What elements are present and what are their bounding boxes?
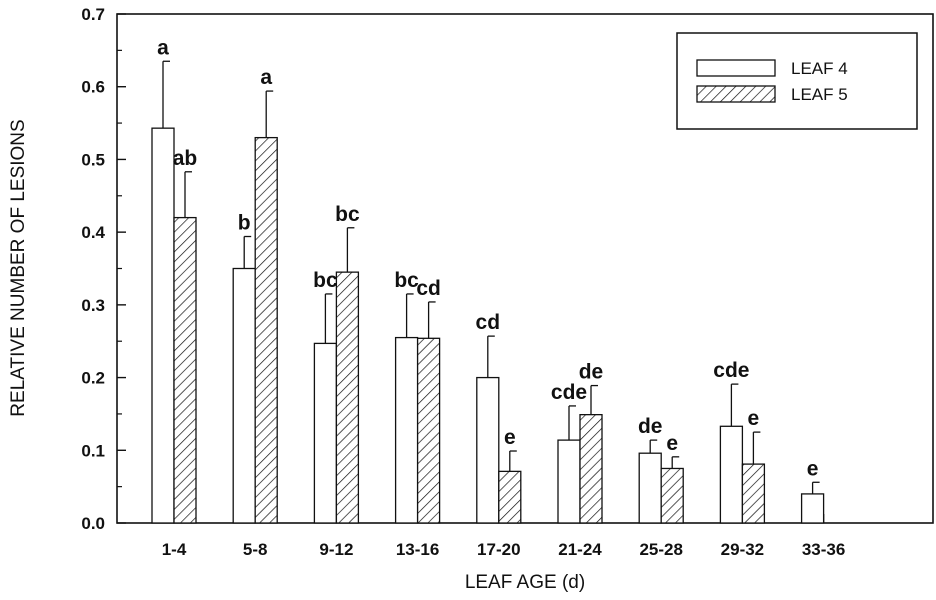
- significance-label: e: [748, 407, 760, 430]
- significance-label: e: [504, 426, 516, 449]
- legend-label-leaf-4: LEAF 4: [791, 59, 848, 78]
- bars-group: [151, 127, 825, 524]
- bar-leaf-5: [660, 467, 684, 524]
- y-axis: 0.0 0.1 0.2 0.3 0.4 0.5 0.6 0.7: [81, 5, 126, 533]
- x-tick-label: 25-28: [639, 540, 682, 559]
- bar-leaf-4: [557, 439, 581, 524]
- y-tick-label: 0.7: [81, 5, 105, 24]
- bar-leaf-4: [638, 452, 662, 524]
- y-tick-label: 0.5: [81, 150, 105, 169]
- x-axis: 1-4 5-8 9-12 13-16 17-20 21-24 25-28 29-32 33-36: [162, 514, 845, 559]
- bar-leaf-4: [394, 336, 419, 524]
- significance-label: cde: [551, 381, 587, 404]
- significance-label: b: [238, 212, 251, 235]
- significance-label: cd: [416, 277, 441, 300]
- significance-label: a: [260, 66, 272, 89]
- legend-swatch-leaf-5: [696, 85, 776, 103]
- significance-label: de: [579, 361, 604, 384]
- significance-label: bc: [335, 203, 360, 226]
- y-tick-label: 0.1: [81, 441, 105, 460]
- significance-label: bc: [394, 269, 419, 292]
- significance-label: cd: [476, 311, 501, 334]
- y-tick-label: 0.4: [81, 223, 105, 242]
- y-tick-label: 0.3: [81, 296, 105, 315]
- bar-leaf-5: [254, 136, 278, 524]
- legend-box: [676, 32, 918, 130]
- x-tick-label: 29-32: [721, 540, 764, 559]
- significance-label: bc: [313, 269, 338, 292]
- bar-leaf-4: [719, 425, 744, 524]
- x-tick-label: 13-16: [396, 540, 439, 559]
- legend-swatch-leaf-4: [696, 59, 776, 77]
- significance-label: cde: [713, 359, 749, 382]
- error-bars-group: [162, 60, 820, 494]
- bar-leaf-5: [741, 463, 766, 524]
- y-axis-title: RELATIVE NUMBER OF LESIONS: [8, 119, 29, 416]
- bar-leaf-4: [151, 127, 175, 524]
- x-tick-label: 21-24: [558, 540, 602, 559]
- legend-label-leaf-5: LEAF 5: [791, 85, 848, 104]
- significance-label: e: [666, 432, 678, 455]
- y-tick-label: 0.6: [81, 78, 105, 97]
- y-tick-label: 0.0: [81, 514, 105, 533]
- x-tick-label: 5-8: [243, 540, 268, 559]
- x-tick-label: 9-12: [319, 540, 353, 559]
- bar-leaf-4: [232, 267, 256, 524]
- bar-leaf-4: [800, 493, 825, 524]
- bar-leaf-5: [173, 216, 197, 524]
- significance-label: de: [638, 415, 663, 438]
- bar-leaf-4: [313, 342, 338, 524]
- x-tick-label: 33-36: [802, 540, 845, 559]
- bar-leaf-5: [579, 414, 603, 524]
- bar-leaf-5: [498, 470, 522, 524]
- bar-leaf-5: [416, 337, 441, 524]
- x-axis-title: LEAF AGE (d): [465, 572, 585, 593]
- legend: LEAF 4 LEAF 5: [676, 32, 918, 130]
- significance-label: a: [157, 36, 169, 59]
- y-tick-label: 0.2: [81, 369, 105, 388]
- significance-label: ab: [173, 147, 198, 170]
- x-tick-label: 17-20: [477, 540, 520, 559]
- x-tick-label: 1-4: [162, 540, 187, 559]
- bar-leaf-4: [476, 376, 500, 524]
- significance-label: e: [807, 457, 819, 480]
- bar-leaf-5: [335, 271, 360, 524]
